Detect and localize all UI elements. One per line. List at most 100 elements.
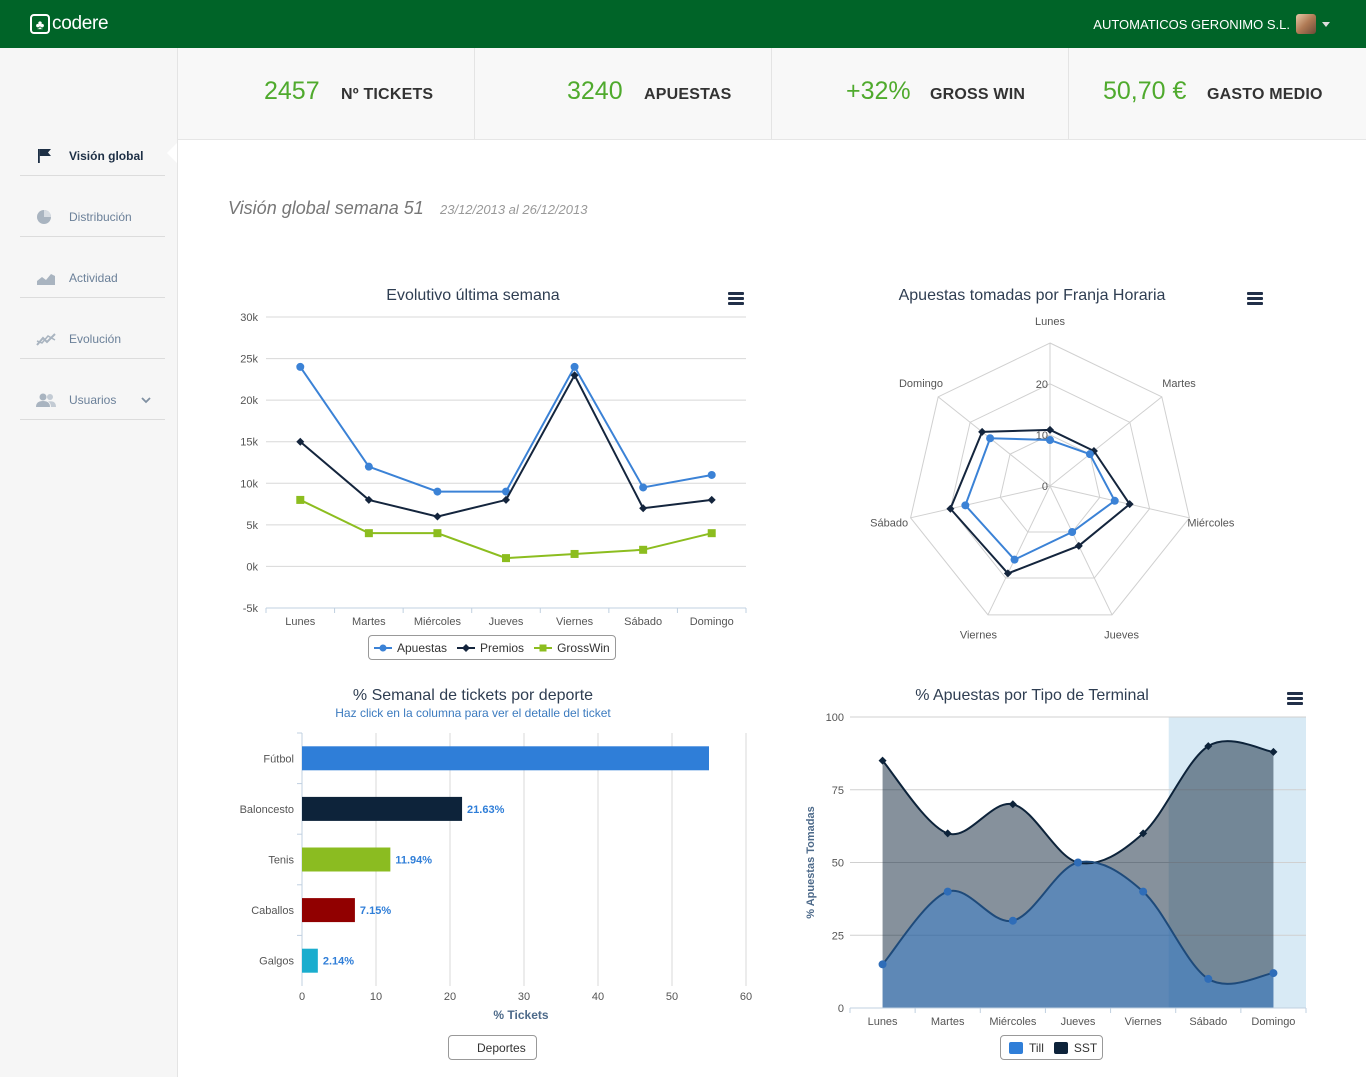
radar-spoke (1049, 396, 1163, 487)
x-tick-label: Lunes (285, 616, 315, 628)
page-date-range: 23/12/2013 al 26/12/2013 (440, 202, 588, 217)
data-label: 2.14% (323, 956, 354, 968)
y-tick-label: Baloncesto (240, 804, 294, 816)
data-point (1074, 858, 1082, 867)
x-tick-label: 50 (666, 991, 678, 1003)
radar-spoke (987, 485, 1051, 616)
y-tick-label: Caballos (251, 905, 294, 917)
legend-item-sst[interactable]: SST (1053, 1041, 1097, 1055)
legend-item-till[interactable]: Till (1009, 1041, 1044, 1055)
sidebar-item-usuarios[interactable]: Usuarios (20, 381, 165, 420)
data-point (878, 960, 887, 969)
data-point (296, 362, 305, 371)
y-tick-label: 15k (240, 437, 258, 449)
area-chart: 100 75 50 25 0 % Apuestas Tomadas Lunes Martes M… (805, 712, 1307, 1028)
area-fill-sst (882, 741, 1274, 1008)
data-point (502, 554, 510, 563)
x-tick-label: Jueves (489, 616, 524, 628)
chart-menu-icon[interactable] (1247, 292, 1263, 305)
stat-label: GASTO MEDIO (1207, 86, 1323, 103)
x-tick-label: Domingo (690, 616, 734, 628)
y-tick-label: 100 (826, 712, 844, 724)
page-title: Visión global semana 51 (228, 198, 424, 218)
data-point (943, 887, 952, 896)
data-label: 7.15% (360, 905, 391, 917)
y-tick-label: 10k (240, 478, 258, 490)
codere-logo[interactable]: ♣ codere (30, 13, 109, 35)
radar-chart-title: Apuestas tomadas por Franja Horaria (898, 287, 1166, 304)
radar-chart: Lunes Martes Miércoles Jueves Viernes Sábado D… (870, 316, 1235, 642)
bar-chart-subtitle: Haz click en la columna para ver el deta… (335, 706, 611, 720)
x-tick-label: Miércoles (414, 616, 462, 628)
bar-chart: 0 10 20 30 40 50 60 % Tickets Fútbol Baloncesto 21… (240, 732, 752, 1022)
legend-label: Apuestas (397, 640, 448, 655)
legend-item-apuestas[interactable]: Apuestas (374, 641, 447, 655)
data-point (1010, 555, 1019, 564)
logo-text: codere (52, 13, 109, 34)
legend-item-grosswin[interactable]: GrossWin (534, 641, 610, 655)
line-chart: 30k 25k 20k 15k 10k 5k 0k -5k Lunes Martes Miércol… (240, 312, 747, 628)
x-tick-label: Viernes (1125, 1016, 1163, 1028)
data-point (1269, 969, 1278, 978)
bar-fútbol (302, 746, 709, 771)
data-point (364, 495, 373, 504)
y-axis-title: % Apuestas Tomadas (805, 806, 817, 918)
x-tick-label: Sábado (1189, 1016, 1227, 1028)
stat-apuestas: 3240 APUESTAS (475, 48, 772, 139)
stats-bar: 2457 Nº TICKETS 3240 APUESTAS +32% GROSS… (178, 48, 1366, 140)
area-chart-title: % Apuestas por Tipo de Terminal (915, 687, 1149, 704)
data-point (707, 529, 716, 538)
stat-gasto-medio: 50,70 € GASTO MEDIO (1069, 48, 1366, 139)
x-tick-label: Martes (352, 616, 386, 628)
y-tick-label: Galgos (259, 956, 294, 968)
sidebar-item-actividad[interactable]: Actividad (20, 259, 165, 298)
y-tick-label: Tenis (268, 855, 294, 867)
bar-galgos (302, 948, 318, 973)
line-chart-icon (36, 333, 56, 346)
club-icon: ♣ (30, 14, 50, 34)
stat-value: 2457 (264, 77, 320, 105)
sidebar-item-label: Evolución (69, 332, 122, 346)
sidebar-item-label: Visión global (69, 149, 144, 163)
x-axis-title: % Tickets (493, 1008, 548, 1022)
data-point (1089, 446, 1098, 455)
series-line-grosswin (299, 499, 712, 560)
data-point (707, 470, 716, 479)
y-tick-label: 75 (832, 785, 844, 797)
pie-icon (37, 210, 51, 224)
sidebar-item-label: Distribución (69, 210, 132, 224)
stat-tickets: 2457 Nº TICKETS (178, 48, 475, 139)
data-point (1046, 425, 1054, 434)
y-tick-label: 30k (240, 312, 258, 324)
radar-gridline (999, 434, 1101, 533)
chevron-down-icon[interactable] (141, 396, 151, 404)
sidebar-item-evolucion[interactable]: Evolución (20, 320, 165, 359)
stat-value: 50,70 € (1103, 77, 1187, 105)
x-tick-label: 30 (518, 991, 530, 1003)
radar-category-label: Sábado (870, 518, 908, 530)
data-point (1204, 742, 1213, 751)
radar-spoke (1049, 485, 1190, 519)
radar-spoke (1049, 485, 1113, 616)
sidebar-item-vision-global[interactable]: Visión global (20, 137, 165, 176)
flag-icon (38, 149, 51, 163)
line-chart-legend: Apuestas Premios GrossWin (368, 635, 616, 660)
radar-category-label: Viernes (960, 630, 998, 642)
legend-item-premios[interactable]: Premios (457, 641, 524, 655)
data-point (961, 501, 970, 510)
series-line-apuestas (299, 364, 712, 493)
caret-down-icon (1322, 21, 1330, 27)
chart-menu-icon[interactable] (1287, 692, 1303, 705)
y-tick-label: 25 (832, 930, 844, 942)
chart-menu-icon[interactable] (728, 292, 744, 305)
top-bar: ♣ codere AUTOMATICOS GERONIMO S.L. (0, 0, 1366, 48)
bar-chart-legend[interactable]: Deportes (448, 1035, 537, 1060)
line-chart-title: Evolutivo última semana (386, 287, 560, 304)
data-point (433, 487, 442, 496)
user-menu[interactable]: AUTOMATICOS GERONIMO S.L. (1093, 14, 1330, 34)
data-point (1046, 436, 1054, 445)
data-point (1110, 496, 1119, 505)
data-point (1074, 541, 1083, 550)
sidebar-item-distribucion[interactable]: Distribución (20, 198, 165, 237)
stat-label: APUESTAS (644, 86, 732, 103)
